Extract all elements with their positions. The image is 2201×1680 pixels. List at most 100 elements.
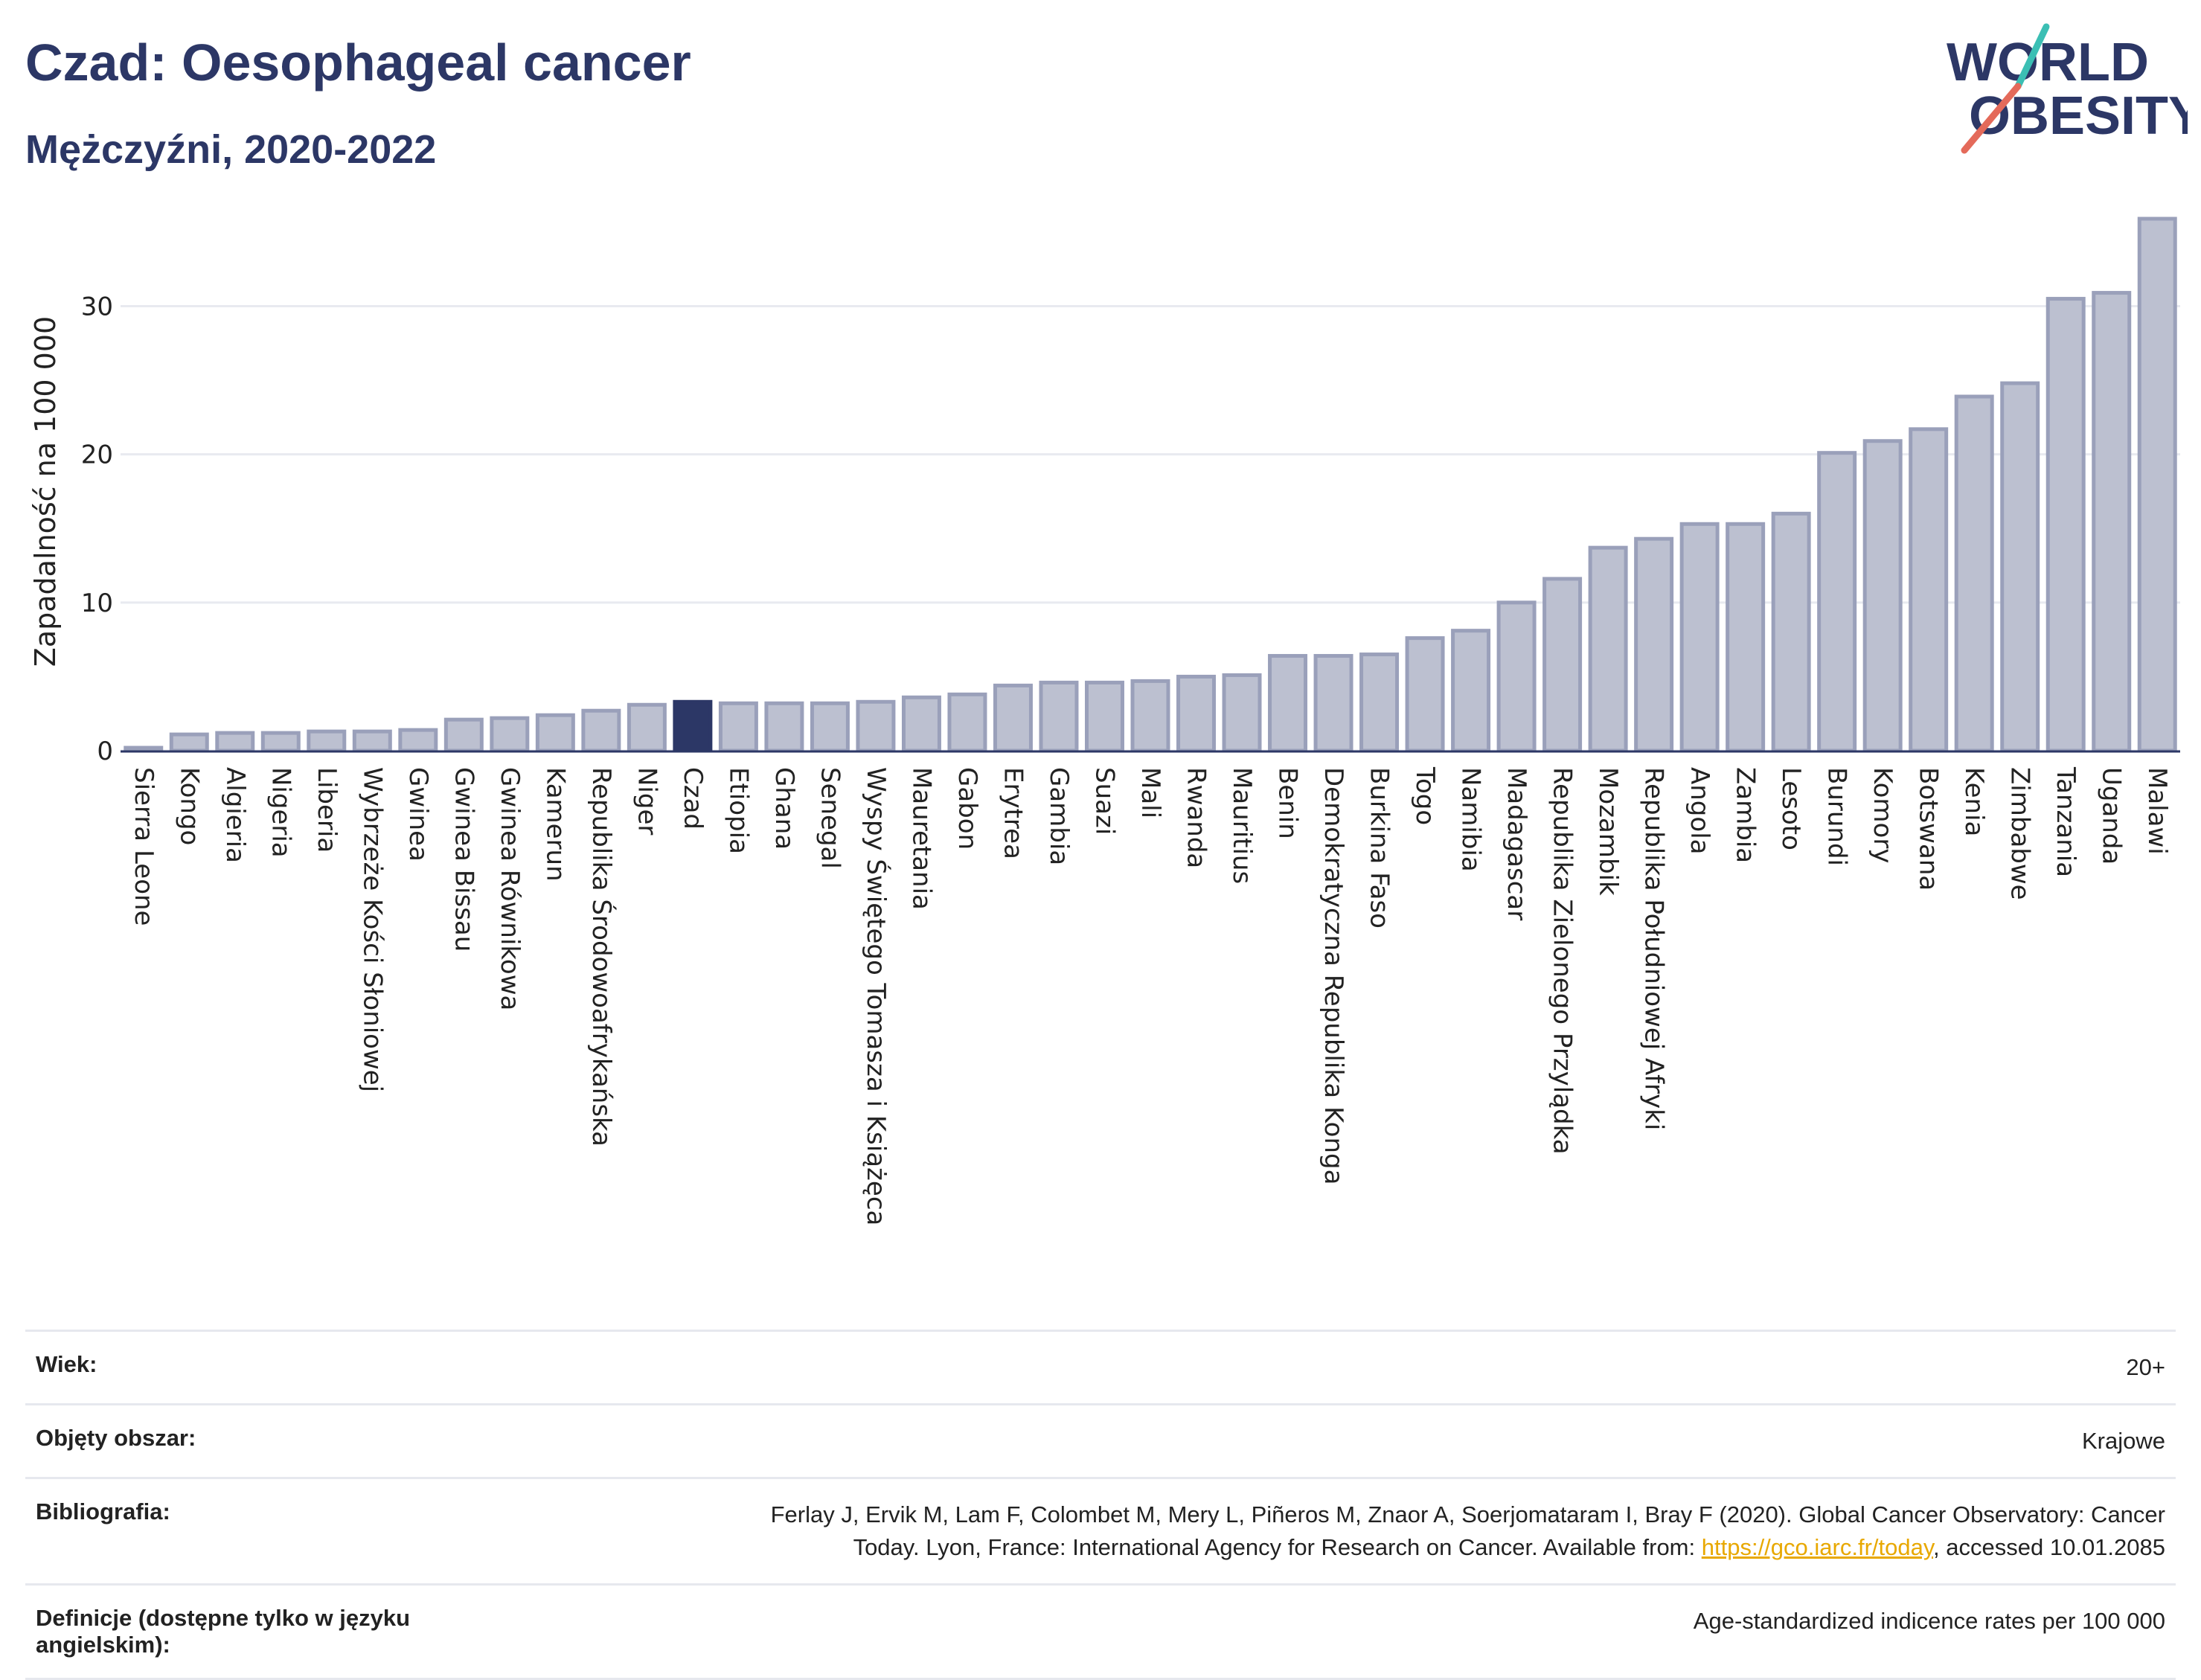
bar-25[interactable]	[1268, 654, 1308, 753]
x-tick-label: Mauretania	[906, 767, 936, 910]
logo-slash-coral	[1961, 83, 2022, 154]
x-tick-label: Komory	[1868, 767, 1897, 863]
bar-1[interactable]	[169, 732, 209, 753]
meta-key-bibliography: Bibliografia:	[25, 1477, 512, 1586]
bars	[124, 217, 2177, 753]
x-tick-label: Burkina Faso	[1365, 767, 1394, 929]
bar-21[interactable]	[1084, 680, 1124, 753]
bar-39[interactable]	[1909, 427, 1949, 753]
x-tick-label: Madagascar	[1502, 767, 1531, 920]
bar-30[interactable]	[1496, 600, 1537, 753]
bar-27[interactable]	[1359, 653, 1400, 753]
x-tick-label: Wybrzeże Kości Słoniowej	[357, 767, 387, 1092]
bar-35[interactable]	[1726, 522, 1766, 753]
meta-row-definitions: Definicje (dostępne tylko w języku angie…	[25, 1583, 2176, 1680]
meta-key-area: Objęty obszar:	[25, 1403, 512, 1479]
x-tick-label: Gambia	[1044, 767, 1074, 865]
chart-subtitle: Mężczyźni, 2020-2022	[25, 127, 437, 172]
metadata-table: Wiek: 20+ Objęty obszar: Krajowe Bibliog…	[25, 1330, 2176, 1680]
meta-value-bibliography: Ferlay J, Ervik M, Lam F, Colombet M, Me…	[512, 1477, 2176, 1586]
bar-11[interactable]	[627, 702, 667, 753]
bar-10[interactable]	[581, 708, 621, 753]
x-tick-label: Mozambik	[1593, 767, 1623, 896]
bar-5[interactable]	[352, 729, 392, 753]
bar-8[interactable]	[490, 716, 530, 753]
x-tick-label: Burundi	[1822, 767, 1852, 866]
y-axis-ticks: 0 10 20 30	[81, 292, 113, 767]
chart-title: Czad: Oesophageal cancer	[25, 33, 691, 92]
x-tick-label: Etiopia	[723, 767, 753, 854]
bar-43[interactable]	[2092, 291, 2132, 753]
x-tick-label: Republika Południowej Afryki	[1639, 767, 1669, 1130]
x-tick-label: Liberia	[312, 767, 342, 853]
bar-40[interactable]	[1954, 394, 1994, 753]
x-tick-label: Botswana	[1914, 767, 1944, 891]
bar-19[interactable]	[993, 683, 1033, 753]
bar-2[interactable]	[215, 731, 255, 753]
bar-7[interactable]	[443, 717, 484, 753]
bar-0[interactable]	[124, 746, 164, 753]
x-tick-label: Niger	[632, 767, 661, 835]
world-obesity-logo: WORLD OBESITY	[1947, 23, 2188, 154]
bar-9[interactable]	[535, 713, 575, 753]
bar-3[interactable]	[260, 731, 301, 753]
y-tick-label: 20	[81, 440, 113, 470]
x-tick-label: Tanzania	[2051, 766, 2080, 877]
bar-18[interactable]	[947, 692, 987, 753]
bar-17[interactable]	[901, 695, 941, 753]
x-tick-label: Republika Środowoafrykańska	[586, 767, 617, 1147]
x-tick-label: Kamerun	[540, 767, 570, 882]
x-tick-label: Senegal	[815, 767, 845, 869]
x-tick-label: Uganda	[2097, 767, 2127, 865]
bar-23[interactable]	[1176, 674, 1217, 753]
x-tick-label: Benin	[1273, 767, 1303, 839]
bar-37[interactable]	[1817, 451, 1857, 753]
x-tick-label: Gwinea	[403, 767, 433, 862]
meta-row-bibliography: Bibliografia: Ferlay J, Ervik M, Lam F, …	[25, 1477, 2176, 1586]
logo-slash-teal	[2014, 23, 2050, 90]
x-axis-ticks: Sierra Leone Kongo Algieria Nigeria Liberia W…	[129, 766, 2172, 1225]
bar-20[interactable]	[1039, 680, 1079, 753]
meta-key-definitions: Definicje (dostępne tylko w języku angie…	[25, 1583, 512, 1680]
x-tick-label: Czad	[678, 767, 708, 830]
bar-28[interactable]	[1405, 636, 1445, 753]
x-tick-label: Nigeria	[266, 767, 295, 858]
bibliography-link[interactable]: https://gco.iarc.fr/today	[1701, 1534, 1934, 1560]
bar-26[interactable]	[1313, 654, 1353, 753]
bar-33[interactable]	[1634, 536, 1674, 753]
meta-row-area: Objęty obszar: Krajowe	[25, 1403, 2176, 1479]
bar-44[interactable]	[2137, 217, 2177, 753]
x-tick-label: Republika Zielonego Przylądka	[1548, 767, 1577, 1155]
y-tick-label: 10	[81, 589, 113, 618]
x-tick-label: Zambia	[1731, 767, 1761, 863]
x-tick-label: Gwinea Równikowa	[495, 767, 525, 1010]
bar-24[interactable]	[1222, 673, 1262, 753]
bibliography-line-2-post: , accessed 10.01.2085	[1933, 1534, 2165, 1560]
x-tick-label: Namibia	[1456, 767, 1486, 872]
x-tick-label: Gwinea Bissau	[449, 767, 478, 952]
meta-key-age: Wiek:	[25, 1330, 512, 1405]
bar-31[interactable]	[1542, 577, 1583, 753]
bar-12[interactable]	[673, 699, 713, 753]
bar-22[interactable]	[1130, 679, 1170, 753]
x-tick-label: Rwanda	[1182, 767, 1211, 868]
x-tick-label: Wyspy Świętego Tomasza i Książęca	[861, 767, 891, 1225]
bar-36[interactable]	[1771, 511, 1811, 753]
bar-32[interactable]	[1588, 545, 1628, 753]
meta-value-age: 20+	[512, 1330, 2176, 1405]
logo-line-1: WORLD	[1947, 33, 2149, 92]
bar-41[interactable]	[2000, 381, 2040, 753]
x-tick-label: Sierra Leone	[129, 767, 158, 926]
meta-value-area: Krajowe	[512, 1403, 2176, 1479]
bar-34[interactable]	[1679, 522, 1720, 753]
bar-42[interactable]	[2045, 297, 2086, 753]
bar-38[interactable]	[1862, 439, 1903, 753]
bar-14[interactable]	[764, 701, 804, 753]
bar-6[interactable]	[398, 728, 438, 753]
bar-chart: 0 10 20 30 Sierra Leone Kongo Algieria Nigeria…	[29, 217, 2180, 1225]
bar-16[interactable]	[856, 699, 896, 753]
bar-13[interactable]	[718, 701, 758, 753]
bar-29[interactable]	[1451, 629, 1491, 753]
bar-15[interactable]	[810, 701, 850, 753]
bar-4[interactable]	[307, 729, 347, 753]
